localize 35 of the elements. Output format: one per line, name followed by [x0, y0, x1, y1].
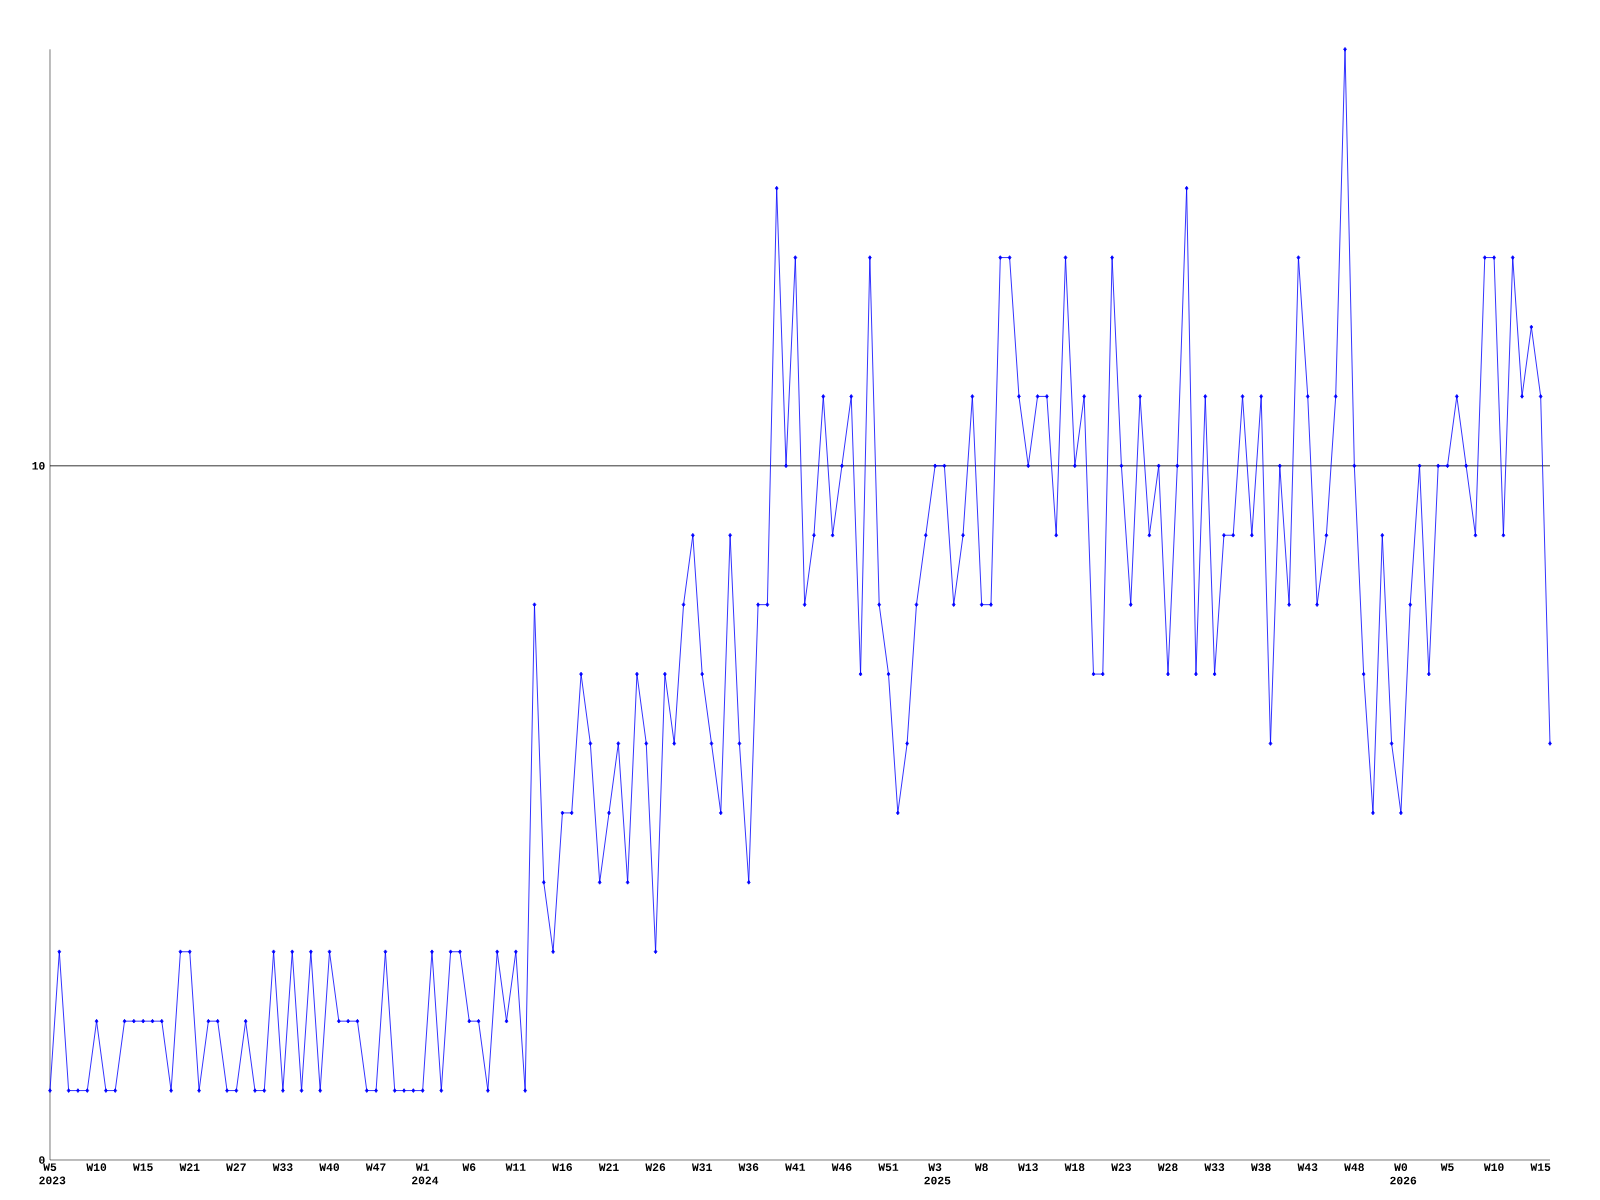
- x-tick-label: W0 2026: [1390, 1163, 1417, 1185]
- y-tick-label: 10: [32, 461, 45, 470]
- x-tick-label: W6: [462, 1163, 476, 1172]
- x-tick-label: W51: [878, 1163, 899, 1171]
- x-tick-label: W31: [691, 1163, 712, 1172]
- x-tick-label: W48: [1344, 1163, 1364, 1172]
- x-tick-label: W13: [1018, 1163, 1038, 1172]
- x-tick-label: W10: [1483, 1163, 1504, 1172]
- x-tick-label: W16: [552, 1163, 572, 1172]
- x-tick-label: W38: [1250, 1163, 1271, 1172]
- x-tick-label: W15: [1530, 1163, 1551, 1171]
- x-tick-label: W8: [974, 1163, 988, 1172]
- x-tick-label: W21: [179, 1163, 200, 1171]
- x-tick-label: W5: [1440, 1163, 1454, 1171]
- x-tick-label: W15: [132, 1163, 153, 1171]
- x-tick-label: W10: [86, 1163, 107, 1172]
- x-tick-label: W28: [1157, 1163, 1178, 1172]
- x-tick-label: W43: [1297, 1163, 1318, 1172]
- x-tick-label: W33: [272, 1163, 293, 1172]
- x-tick-label: W26: [645, 1163, 666, 1172]
- x-tick-label: W40: [319, 1163, 340, 1172]
- x-tick-label: W27: [226, 1163, 246, 1171]
- x-tick-label: W11: [505, 1163, 526, 1171]
- x-tick-label: W5 2023: [39, 1163, 66, 1185]
- x-tick-label: W41: [785, 1163, 806, 1171]
- y-tick-label: 0: [39, 1156, 45, 1164]
- x-tick-label: W18: [1064, 1163, 1085, 1172]
- x-tick-label: W23: [1111, 1163, 1132, 1172]
- x-tick-label: W21: [598, 1163, 619, 1171]
- x-tick-label: W1 2024: [412, 1163, 439, 1185]
- x-tick-label: W46: [831, 1163, 852, 1172]
- x-tick-label: W33: [1204, 1163, 1225, 1172]
- x-tick-label: W3 2025: [924, 1163, 951, 1185]
- x-tick-label: W36: [738, 1163, 759, 1172]
- x-tick-label: W47: [365, 1163, 386, 1171]
